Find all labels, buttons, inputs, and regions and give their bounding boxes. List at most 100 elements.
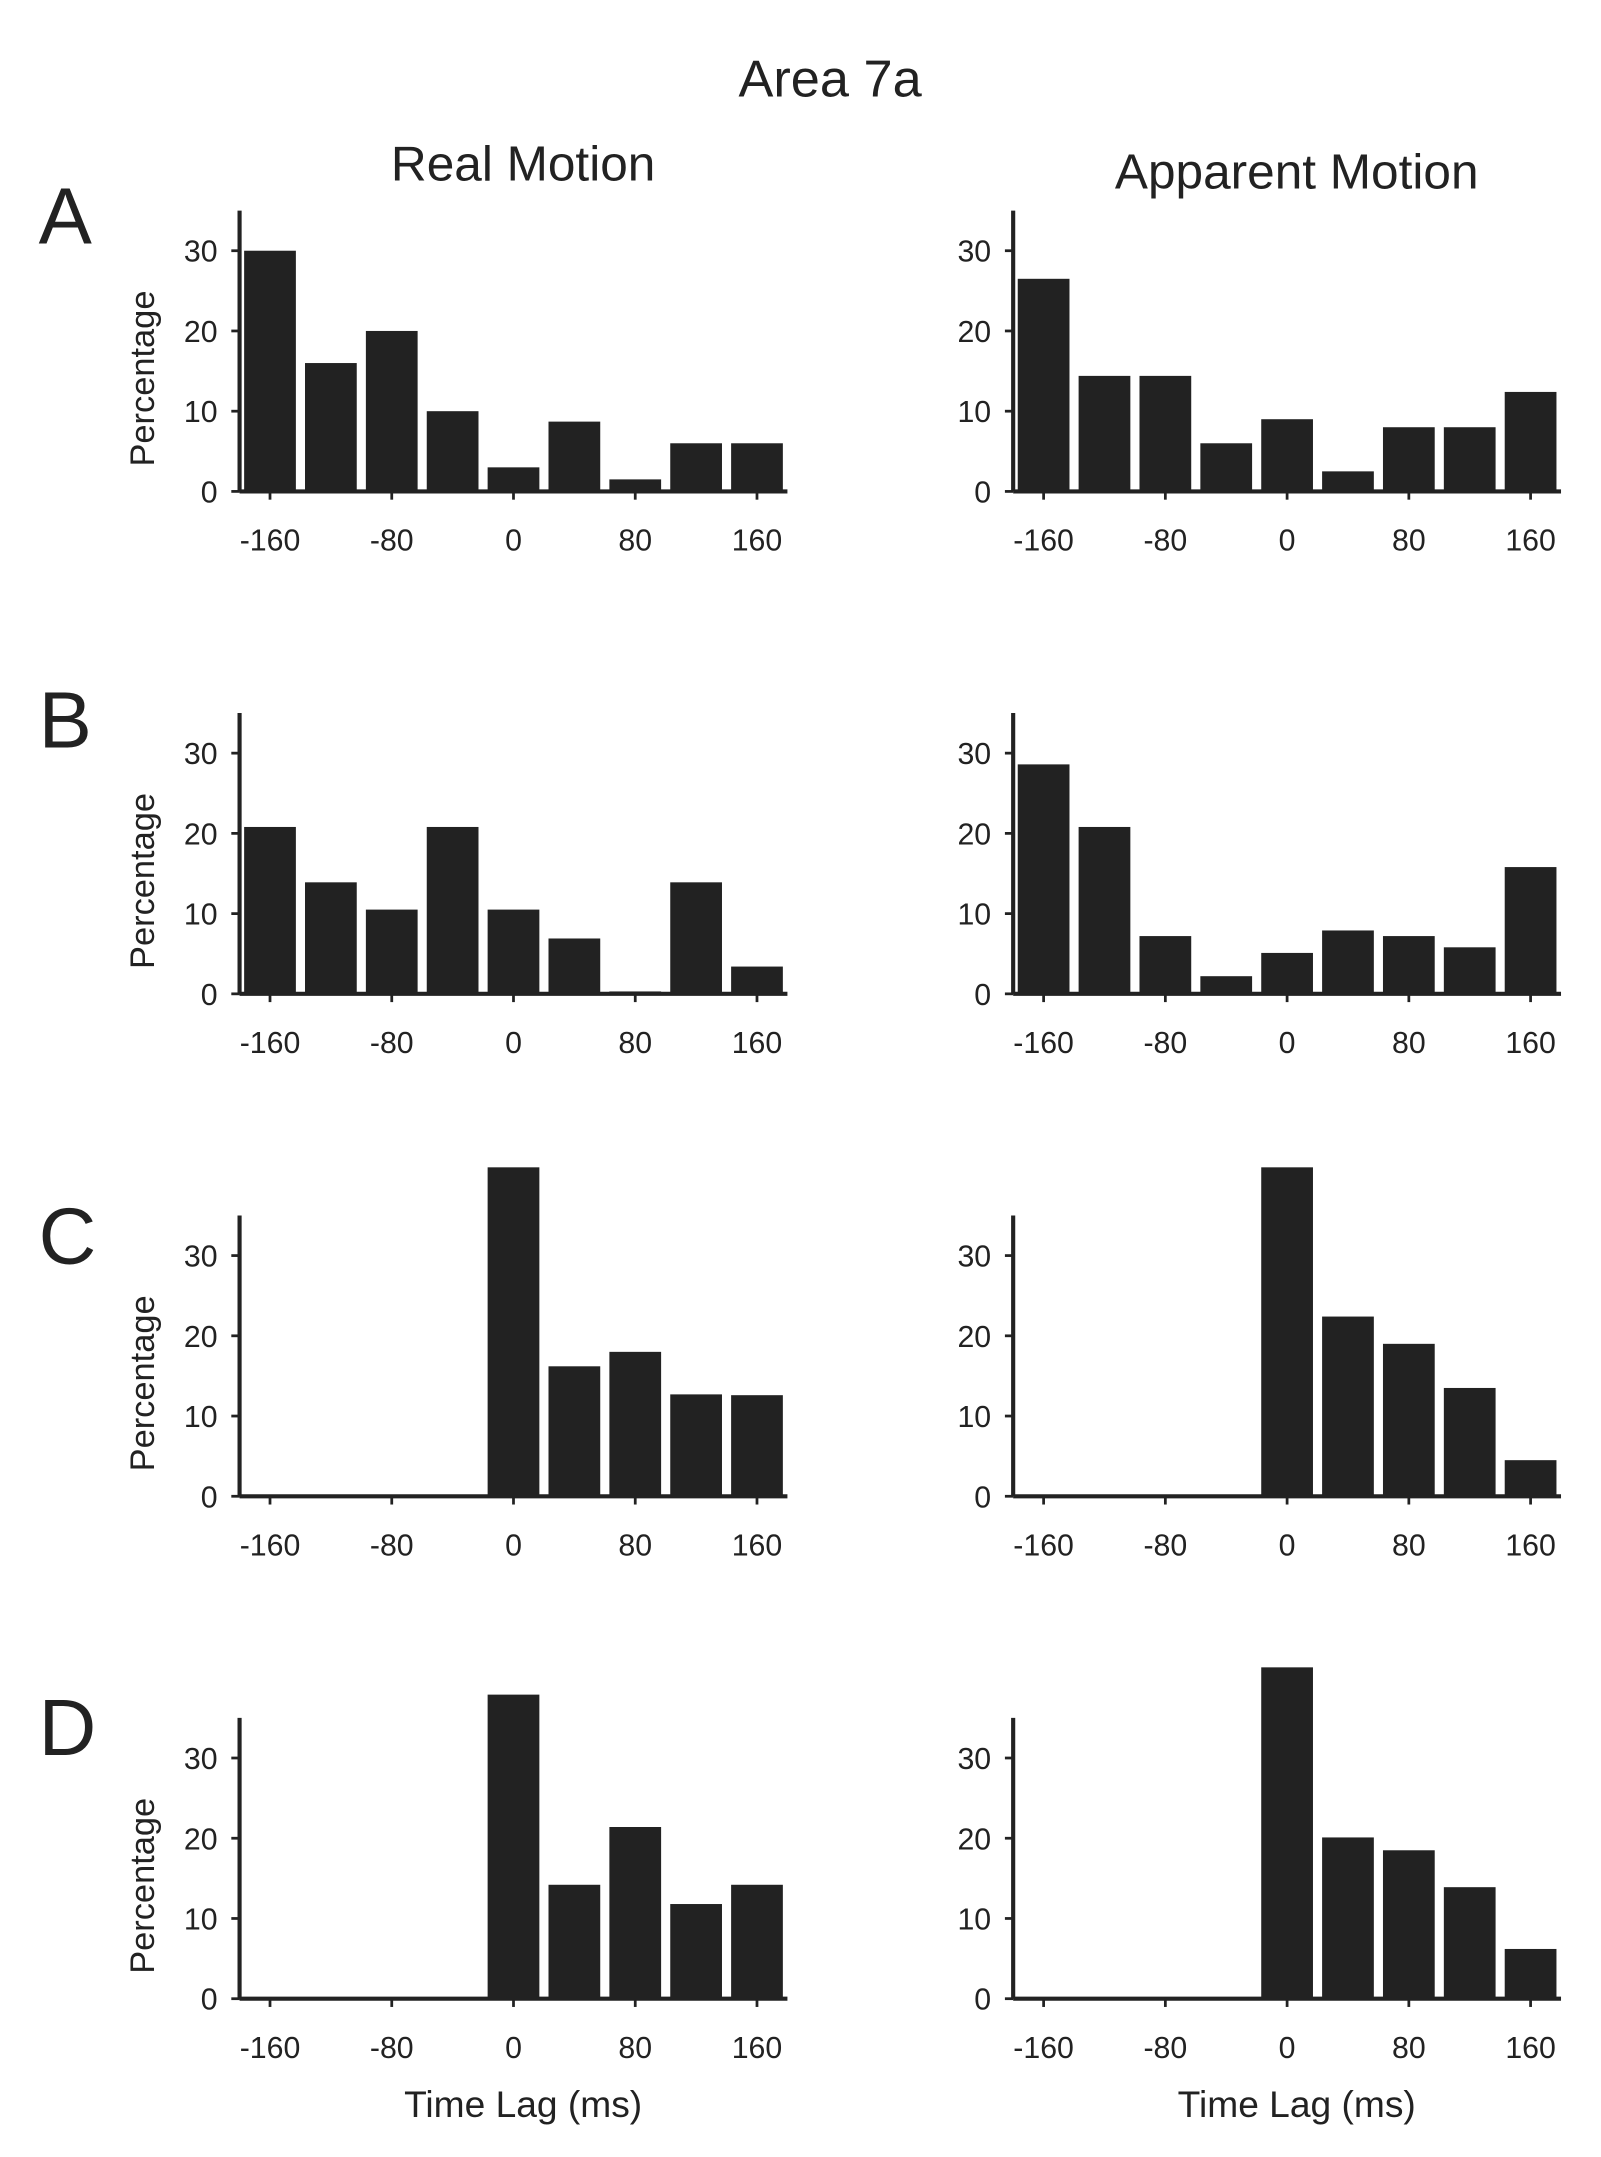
x-tick-label: -80 <box>1143 525 1187 558</box>
bar <box>548 1884 601 1999</box>
y-tick-label: 10 <box>184 1903 218 1936</box>
y-tick-label: 30 <box>957 236 991 269</box>
bar <box>1504 1948 1557 1999</box>
y-tick-label: 30 <box>184 1241 218 1274</box>
x-tick-label: -160 <box>240 1027 301 1060</box>
bar <box>609 479 662 492</box>
bar <box>1139 375 1192 492</box>
bar <box>1322 930 1374 994</box>
x-tick-label: 0 <box>505 2032 522 2065</box>
x-tick-label: 160 <box>732 1027 783 1060</box>
bar <box>609 1827 662 1999</box>
panel-letter: D <box>39 1683 97 1772</box>
y-axis-label: Percentage <box>124 1295 162 1471</box>
x-tick-label: -80 <box>1143 2032 1187 2065</box>
y-tick-label: 10 <box>184 899 218 932</box>
y-tick-label: 30 <box>957 738 991 771</box>
bar <box>1200 976 1253 994</box>
x-tick-label: 80 <box>1392 1529 1426 1562</box>
x-tick-label: 0 <box>505 1027 522 1060</box>
bar <box>1261 1167 1313 1497</box>
panel-letter: A <box>39 172 93 261</box>
x-tick-label: 160 <box>732 525 783 558</box>
bar <box>1443 1887 1496 1999</box>
bar <box>731 443 783 492</box>
y-tick-label: 0 <box>974 476 991 509</box>
x-tick-label: -160 <box>240 525 301 558</box>
x-tick-label: -80 <box>1143 1529 1187 1562</box>
y-tick-label: 30 <box>957 1743 991 1776</box>
y-tick-label: 10 <box>184 396 218 429</box>
bar <box>548 938 601 994</box>
bar <box>731 1884 783 1999</box>
y-tick-label: 10 <box>957 1401 991 1434</box>
x-tick-label: 80 <box>1392 1027 1426 1060</box>
y-tick-label: 0 <box>201 1481 218 1514</box>
bar <box>670 443 722 492</box>
x-tick-label: 80 <box>618 1027 652 1060</box>
bar <box>1382 1343 1435 1497</box>
x-tick-label: 0 <box>1279 2032 1296 2065</box>
y-tick-label: 0 <box>201 979 218 1012</box>
x-axis-label: Time Lag (ms) <box>404 2083 642 2125</box>
bar <box>1017 278 1070 492</box>
y-tick-label: 30 <box>184 236 218 269</box>
y-tick-label: 20 <box>184 316 218 349</box>
y-tick-label: 0 <box>974 1481 991 1514</box>
panel-letter: B <box>39 675 92 764</box>
panel-letter: C <box>39 1192 97 1281</box>
y-tick-label: 30 <box>184 1743 218 1776</box>
bar <box>1261 952 1313 994</box>
y-tick-label: 10 <box>957 396 991 429</box>
x-tick-label: 80 <box>1392 2032 1426 2065</box>
bar <box>365 330 418 492</box>
x-tick-label: 80 <box>618 1529 652 1562</box>
bar <box>1443 1387 1496 1497</box>
x-tick-label: 80 <box>618 2032 652 2065</box>
x-tick-label: -160 <box>1013 1027 1074 1060</box>
bar <box>487 1167 540 1497</box>
y-axis-label: Percentage <box>124 291 162 467</box>
bar <box>1443 427 1496 492</box>
y-tick-label: 20 <box>957 818 991 851</box>
bar <box>487 467 540 492</box>
x-tick-label: -160 <box>240 1529 301 1562</box>
bar <box>1261 1667 1313 1999</box>
bar <box>1078 375 1131 492</box>
x-tick-label: 160 <box>1505 1529 1556 1562</box>
bar <box>1200 443 1253 492</box>
column-title: Real Motion <box>391 135 655 191</box>
y-tick-label: 30 <box>957 1241 991 1274</box>
bar <box>1261 419 1313 492</box>
x-tick-label: 0 <box>1279 525 1296 558</box>
bar <box>731 966 783 994</box>
x-tick-label: 160 <box>732 2032 783 2065</box>
bar <box>1017 764 1070 994</box>
bar <box>548 1366 601 1497</box>
bar <box>609 1351 662 1497</box>
y-axis-label: Percentage <box>124 793 162 969</box>
x-axis-label: Time Lag (ms) <box>1178 2083 1416 2125</box>
x-tick-label: 0 <box>505 1529 522 1562</box>
column-title: Apparent Motion <box>1115 144 1479 200</box>
x-tick-label: 160 <box>1505 525 1556 558</box>
bar <box>305 363 357 492</box>
x-tick-label: -160 <box>1013 525 1074 558</box>
y-tick-label: 20 <box>957 316 991 349</box>
bar <box>548 421 601 492</box>
y-tick-label: 0 <box>974 979 991 1012</box>
y-axis-label: Percentage <box>124 1798 162 1974</box>
y-tick-label: 10 <box>957 899 991 932</box>
y-tick-label: 30 <box>184 738 218 771</box>
x-tick-label: 160 <box>1505 2032 1556 2065</box>
bar <box>487 909 540 994</box>
x-tick-label: 160 <box>732 1529 783 1562</box>
y-tick-label: 20 <box>957 1321 991 1354</box>
bar <box>1322 1316 1374 1497</box>
y-tick-label: 10 <box>957 1903 991 1936</box>
y-tick-label: 20 <box>184 818 218 851</box>
x-tick-label: 80 <box>618 525 652 558</box>
bar <box>1322 1837 1374 1999</box>
